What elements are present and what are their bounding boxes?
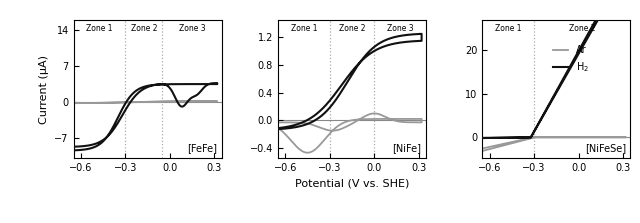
Text: Zone 1: Zone 1 — [495, 24, 522, 33]
Text: Zone 2: Zone 2 — [569, 24, 596, 33]
Text: Zone 2: Zone 2 — [131, 24, 157, 33]
Text: Zone 3: Zone 3 — [179, 24, 205, 33]
Text: [NiFe]: [NiFe] — [392, 143, 422, 153]
Text: Zone 3: Zone 3 — [387, 24, 413, 33]
X-axis label: Potential (V vs. SHE): Potential (V vs. SHE) — [295, 179, 409, 189]
Y-axis label: Current (μA): Current (μA) — [39, 55, 49, 124]
Text: Zone 1: Zone 1 — [291, 24, 317, 33]
Text: [NiFeSe]: [NiFeSe] — [585, 143, 626, 153]
Text: Zone 2: Zone 2 — [339, 24, 365, 33]
Text: [FeFe]: [FeFe] — [188, 143, 217, 153]
Text: Zone 1: Zone 1 — [86, 24, 113, 33]
Legend: Ar, H$_2$: Ar, H$_2$ — [549, 41, 593, 78]
